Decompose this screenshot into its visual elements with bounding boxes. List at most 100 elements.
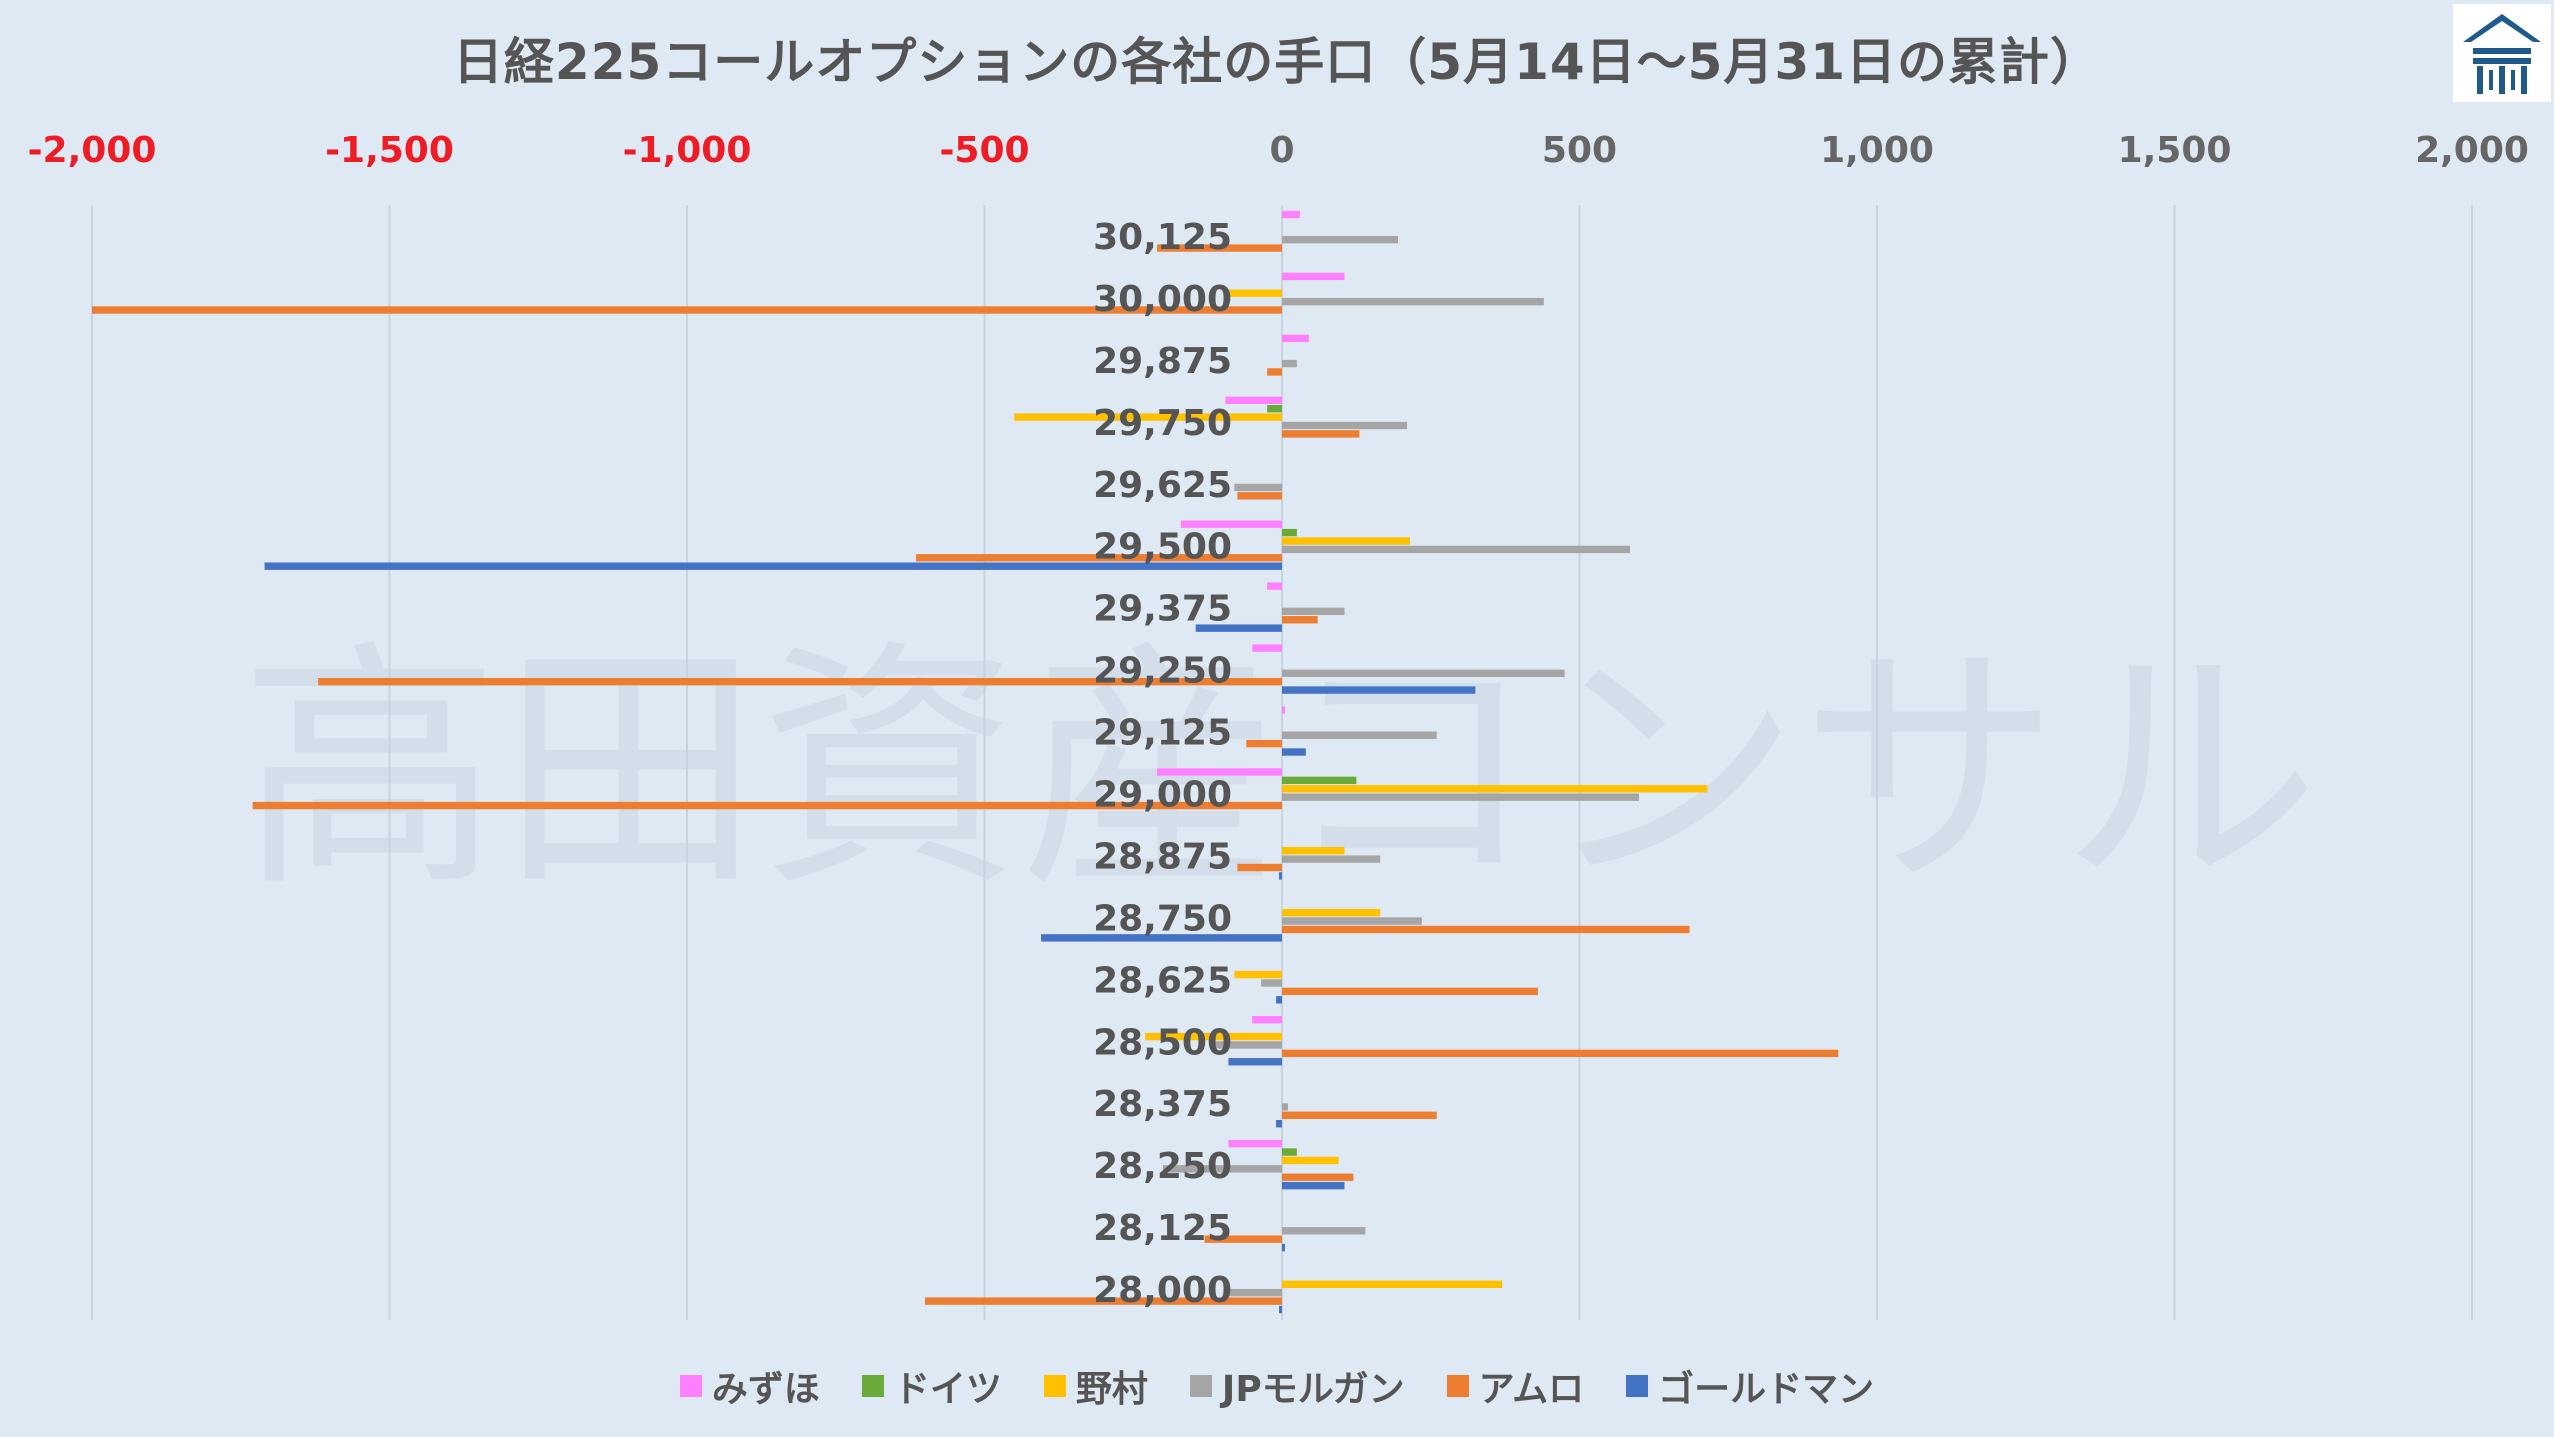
x-tick-label: 1,000 bbox=[1820, 130, 1934, 171]
bar bbox=[1282, 686, 1476, 694]
bar bbox=[1228, 1058, 1282, 1066]
bar bbox=[92, 306, 1282, 314]
category-label: 30,000 bbox=[1093, 279, 1232, 320]
legend-swatch bbox=[1043, 1375, 1066, 1397]
bar bbox=[1282, 1156, 1339, 1165]
bar bbox=[1234, 483, 1282, 492]
bar bbox=[1252, 644, 1282, 652]
bar bbox=[1282, 1111, 1437, 1119]
x-tick-label: -2,000 bbox=[28, 130, 157, 171]
category-label: 29,250 bbox=[1093, 651, 1232, 692]
category-label: 29,000 bbox=[1093, 774, 1232, 815]
bar bbox=[1282, 359, 1297, 368]
bar bbox=[1180, 520, 1282, 528]
legend-label: ゴールドマン bbox=[1658, 1369, 1875, 1410]
bar bbox=[264, 562, 1282, 570]
bar bbox=[1228, 289, 1282, 297]
legend-swatch bbox=[679, 1375, 702, 1397]
legend-label: みずほ bbox=[711, 1369, 820, 1410]
category-label: 30,125 bbox=[1093, 217, 1232, 258]
legend-swatch bbox=[1446, 1375, 1469, 1397]
bar bbox=[1282, 793, 1639, 801]
category-label: 28,375 bbox=[1093, 1084, 1232, 1125]
bar bbox=[1282, 706, 1285, 714]
category-label: 28,875 bbox=[1093, 836, 1232, 877]
bar bbox=[1282, 1049, 1839, 1058]
category-label: 28,250 bbox=[1093, 1146, 1232, 1187]
legend-swatch bbox=[1626, 1375, 1649, 1397]
bar bbox=[1282, 925, 1690, 934]
bar bbox=[1267, 405, 1282, 413]
bar bbox=[1282, 235, 1399, 244]
bar bbox=[1282, 210, 1300, 219]
bar bbox=[1282, 855, 1381, 863]
legend-label: ドイツ bbox=[893, 1369, 1002, 1410]
bar bbox=[1228, 1139, 1282, 1148]
bar bbox=[1282, 1181, 1345, 1190]
grid-lines bbox=[91, 205, 2473, 1320]
house-logo-icon bbox=[2463, 14, 2541, 94]
bar bbox=[1282, 528, 1297, 537]
legend-item: ゴールドマン bbox=[1626, 1360, 1874, 1412]
bar bbox=[252, 801, 1282, 810]
bar bbox=[1282, 1243, 1285, 1252]
legend-label: アムロ bbox=[1478, 1369, 1585, 1410]
bar bbox=[1163, 1165, 1282, 1173]
category-label: 29,500 bbox=[1093, 527, 1232, 568]
bar bbox=[1261, 979, 1282, 987]
bar bbox=[1225, 396, 1282, 405]
bar bbox=[1282, 908, 1381, 917]
bar bbox=[1210, 1041, 1282, 1049]
legend-label: 野村 bbox=[1075, 1369, 1148, 1410]
company-logo bbox=[2453, 4, 2551, 102]
bar bbox=[1234, 970, 1282, 979]
bar bbox=[1282, 917, 1422, 925]
bar bbox=[1267, 582, 1282, 590]
bars bbox=[92, 210, 1839, 1314]
category-label: 28,500 bbox=[1093, 1022, 1232, 1063]
bar bbox=[1195, 624, 1282, 632]
x-tick-label: -500 bbox=[939, 130, 1029, 171]
bar bbox=[1252, 1016, 1282, 1024]
bar bbox=[1282, 1227, 1366, 1235]
bar bbox=[1145, 1032, 1282, 1041]
category-label: 29,125 bbox=[1093, 713, 1232, 754]
bar bbox=[1282, 545, 1631, 554]
bar bbox=[1279, 872, 1282, 880]
bar bbox=[925, 1297, 1282, 1305]
bar bbox=[1282, 607, 1345, 616]
bar bbox=[1225, 1289, 1282, 1297]
bar bbox=[1282, 430, 1360, 438]
bar bbox=[1237, 492, 1282, 500]
x-tick-label: 2,000 bbox=[2415, 130, 2529, 171]
bar bbox=[1282, 847, 1345, 855]
legend-item: 野村 bbox=[1043, 1360, 1148, 1412]
bar bbox=[1282, 297, 1544, 306]
bar bbox=[1282, 987, 1538, 996]
bar bbox=[1157, 768, 1282, 776]
bar bbox=[1282, 776, 1357, 785]
bar bbox=[1041, 934, 1282, 942]
bar bbox=[1279, 1305, 1282, 1314]
bar bbox=[1282, 785, 1708, 793]
legend-item: アムロ bbox=[1446, 1360, 1585, 1412]
bar bbox=[1282, 1280, 1503, 1289]
legend-item: ドイツ bbox=[861, 1360, 1002, 1412]
category-labels: 30,125 30,000 29,875 29,750 29,625 29,500 29,3… bbox=[1093, 217, 1232, 1311]
x-tick-label: -1,500 bbox=[325, 130, 454, 171]
bar bbox=[1282, 669, 1565, 677]
category-label: 29,750 bbox=[1093, 403, 1232, 444]
bar bbox=[1267, 368, 1282, 376]
legend: みずほ ドイツ 野村 JPモルガン アムロ ゴールドマン bbox=[0, 1360, 2554, 1412]
bar bbox=[318, 677, 1283, 686]
bar bbox=[1282, 421, 1407, 430]
chart-title: 日経225コールオプションの各社の手口（5月14日～5月31日の累計） bbox=[452, 33, 2102, 91]
legend-swatch bbox=[861, 1375, 884, 1397]
category-label: 29,875 bbox=[1093, 341, 1232, 382]
category-label: 28,125 bbox=[1093, 1208, 1232, 1249]
x-tick-label: 500 bbox=[1542, 130, 1617, 171]
bar bbox=[1282, 1103, 1288, 1111]
bar bbox=[1204, 1235, 1282, 1243]
x-tick-label: -1,000 bbox=[623, 130, 752, 171]
